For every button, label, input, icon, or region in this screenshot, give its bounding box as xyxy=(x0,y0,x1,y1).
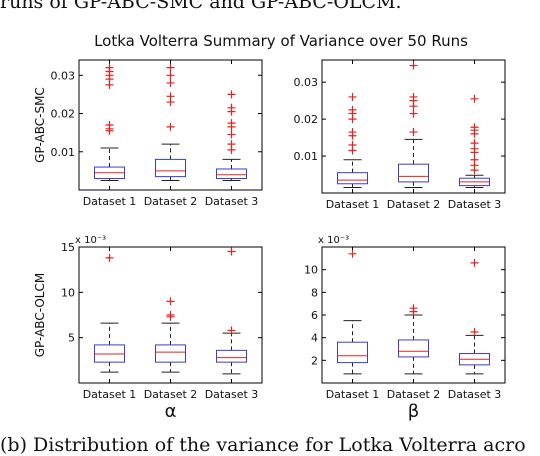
exponent-label: x 10⁻³ xyxy=(318,235,349,246)
outlier-point xyxy=(409,109,418,118)
y-tick-label: 10 xyxy=(304,264,318,277)
caption-top: runs of GP-ABC-SMC and GP-ABC-OLCM. xyxy=(0,0,402,13)
outlier-point xyxy=(227,326,236,335)
outlier-point xyxy=(409,61,418,70)
outlier-point xyxy=(470,94,479,103)
outlier-point xyxy=(166,297,175,306)
outlier-point xyxy=(227,140,236,149)
outlier-point xyxy=(166,122,175,131)
box-2 xyxy=(398,304,429,375)
caption-bottom: (b) Distribution of the variance for Lot… xyxy=(0,434,526,456)
x-axis-label: α xyxy=(165,401,177,422)
box-plot-panel-3: 5 10 15x 10⁻³ Dataset 1 Dataset 2 Dataset 3 GP… xyxy=(33,235,263,422)
box-plot-panel-4: 2 4 6 8 10 x 10⁻³ Dataset 1 Dataset 2 Dataset 3 β xyxy=(304,235,506,422)
y-tick-label: 10 xyxy=(61,286,75,299)
x-tick-label: Dataset 2 xyxy=(387,198,441,211)
y-tick-label: 0.01 xyxy=(294,150,319,163)
exponent-label: x 10⁻³ xyxy=(75,235,106,246)
y-axis-label: GP-ABC-OLCM xyxy=(33,273,47,357)
outlier-point xyxy=(227,119,236,128)
x-tick-label: Dataset 1 xyxy=(326,198,380,211)
box-3 xyxy=(216,247,247,375)
box-2 xyxy=(155,63,186,181)
outlier-point xyxy=(227,130,236,139)
iqr-box xyxy=(155,158,186,178)
outlier-point xyxy=(348,140,357,149)
x-tick-label: Dataset 3 xyxy=(205,388,259,401)
outlier-point xyxy=(470,328,479,336)
y-axis-label: GP-ABC-SMC xyxy=(33,87,47,163)
x-axis-label: β xyxy=(408,401,420,422)
y-tick-label: 0.03 xyxy=(294,76,319,89)
x-tick-label: Dataset 2 xyxy=(144,195,198,208)
outlier-point xyxy=(470,155,479,164)
box-1 xyxy=(337,249,368,375)
x-tick-label: Dataset 3 xyxy=(205,195,259,208)
iqr-box xyxy=(398,163,429,183)
y-tick-label: 8 xyxy=(311,286,318,299)
outlier-point xyxy=(166,63,175,72)
x-tick-label: Dataset 3 xyxy=(448,198,502,211)
outlier-point xyxy=(409,92,418,101)
outlier-point xyxy=(227,103,236,112)
box-plot-panel-1: 0.01 0.02 0.03 Dataset 1 Dataset 2 Dataset 3 G… xyxy=(33,59,263,208)
box-1 xyxy=(337,92,368,188)
box-3 xyxy=(216,90,247,181)
outlier-point xyxy=(166,71,175,80)
outlier-point xyxy=(166,311,175,319)
box-2 xyxy=(155,297,186,373)
outlier-point xyxy=(227,247,236,256)
iqr-box xyxy=(216,349,247,363)
outlier-point xyxy=(105,121,114,129)
y-tick-label: 15 xyxy=(61,241,75,254)
y-tick-label: 0.02 xyxy=(51,108,76,121)
iqr-box xyxy=(337,341,368,364)
box-plot-panel-2: 0.01 0.02 0.03 Dataset 1 Dataset 2 Dataset 3 xyxy=(294,59,506,211)
outlier-point xyxy=(166,92,175,101)
iqr-box xyxy=(216,168,247,180)
panels: 0.01 0.02 0.03 Dataset 1 Dataset 2 Dataset 3 G… xyxy=(33,59,506,422)
figure-title: Lotka Volterra Summary of Variance over … xyxy=(94,32,468,50)
outlier-point xyxy=(409,304,418,313)
iqr-box xyxy=(155,344,186,363)
y-tick-label: 0.01 xyxy=(51,146,76,159)
y-tick-label: 6 xyxy=(311,309,318,322)
box-2 xyxy=(398,61,429,188)
y-tick-label: 2 xyxy=(311,354,318,367)
x-tick-label: Dataset 2 xyxy=(144,388,198,401)
x-tick-label: Dataset 2 xyxy=(387,388,441,401)
outlier-point xyxy=(409,128,418,137)
y-tick-label: 5 xyxy=(68,332,75,345)
outlier-point xyxy=(348,105,357,114)
box-1 xyxy=(94,253,125,373)
box-3 xyxy=(459,258,490,375)
outlier-point xyxy=(348,92,357,101)
iqr-box xyxy=(337,172,368,185)
outlier-point xyxy=(227,90,236,99)
y-tick-label: 4 xyxy=(311,332,318,345)
y-tick-label: 0.02 xyxy=(294,113,319,126)
outlier-point xyxy=(470,123,479,132)
box-3 xyxy=(459,94,490,188)
outlier-point xyxy=(348,249,357,258)
box-1 xyxy=(94,63,125,181)
x-tick-label: Dataset 3 xyxy=(448,388,502,401)
outlier-point xyxy=(470,258,479,267)
iqr-box xyxy=(398,339,429,358)
x-tick-label: Dataset 1 xyxy=(83,195,137,208)
y-tick-label: 0.03 xyxy=(51,69,76,82)
outlier-point xyxy=(470,139,479,148)
outlier-point xyxy=(348,128,357,137)
outlier-point xyxy=(105,253,114,262)
x-tick-label: Dataset 1 xyxy=(326,388,380,401)
x-tick-label: Dataset 1 xyxy=(83,388,137,401)
outlier-point xyxy=(166,78,175,87)
outlier-point xyxy=(105,63,114,72)
